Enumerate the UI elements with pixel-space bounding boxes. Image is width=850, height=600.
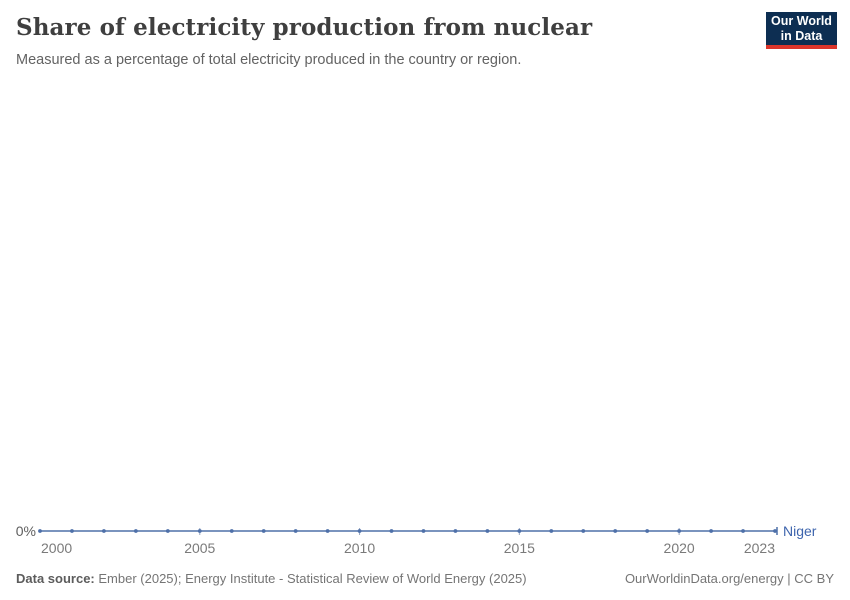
y-axis-label: 0% (16, 523, 36, 539)
data-point-marker (389, 529, 394, 533)
owid-logo[interactable]: Our World in Data (766, 12, 837, 49)
data-point-marker (773, 529, 777, 533)
owid-logo-line1: Our World (771, 13, 832, 28)
data-point-marker (357, 529, 362, 533)
data-point-marker (453, 529, 458, 533)
data-point-marker (741, 529, 745, 533)
data-source-note: Data source: Ember (2025); Energy Instit… (16, 571, 527, 586)
data-point-marker (261, 529, 266, 533)
chart-title: Share of electricity production from nuc… (16, 14, 593, 41)
data-point-marker (38, 529, 42, 533)
data-point-marker (70, 529, 74, 533)
x-axis-label: 2015 (504, 540, 535, 556)
data-point-marker (229, 529, 234, 533)
data-point-marker (549, 529, 554, 533)
data-point-marker (102, 529, 106, 533)
data-point-marker (325, 529, 330, 533)
license-link[interactable]: OurWorldinData.org/energy | CC BY (624, 571, 834, 586)
x-axis-label: 2020 (664, 540, 695, 556)
x-axis-label: 2023 (744, 540, 775, 556)
series-entity-label: Niger (783, 523, 817, 539)
x-axis-label: 2010 (344, 540, 375, 556)
data-point-marker (165, 529, 170, 533)
data-source-text: Ember (2025); Energy Institute - Statist… (98, 571, 527, 586)
chart-subtitle: Measured as a percentage of total electr… (16, 52, 522, 68)
data-point-marker (485, 529, 490, 533)
data-source-label: Data source: (16, 571, 95, 586)
data-point-marker (613, 529, 618, 533)
data-point-marker (421, 529, 426, 533)
data-point-marker (133, 529, 138, 533)
data-point-marker (645, 529, 650, 533)
chart-footer: Data source: Ember (2025); Energy Instit… (16, 571, 834, 586)
owid-logo-line2: in Data (780, 28, 823, 43)
data-point-marker (517, 529, 522, 533)
data-point-marker (677, 529, 682, 533)
data-point-marker (293, 529, 298, 533)
data-point-marker (709, 529, 713, 533)
data-point-marker (581, 529, 586, 533)
data-point-marker (197, 529, 202, 533)
x-axis-label: 2005 (184, 540, 215, 556)
x-axis-label: 2000 (41, 540, 72, 556)
